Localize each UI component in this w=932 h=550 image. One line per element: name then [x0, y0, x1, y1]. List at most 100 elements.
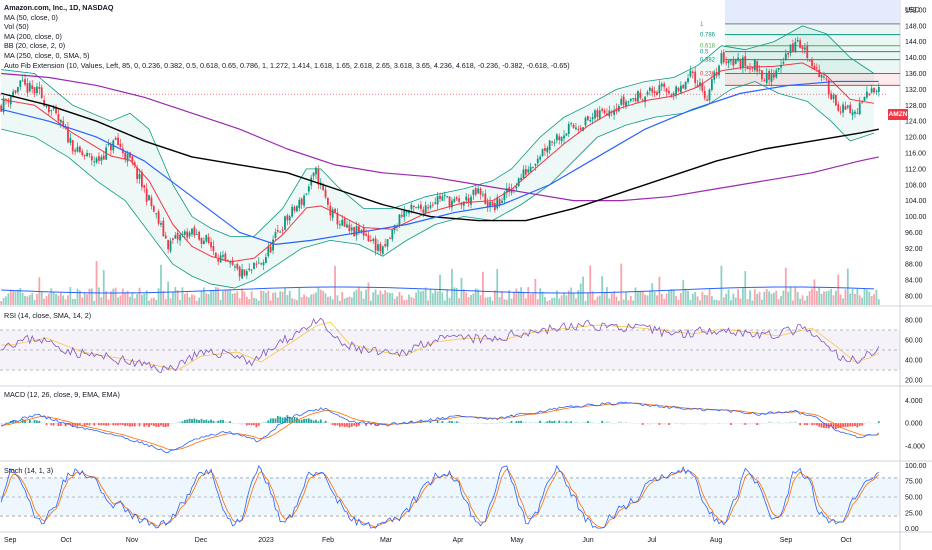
- volume-bar: [291, 298, 294, 305]
- candle-body: [467, 198, 470, 204]
- macd-histogram-bar: [298, 419, 301, 424]
- macd-histogram-bar: [603, 422, 606, 424]
- candle-body: [665, 88, 668, 92]
- candle-body: [155, 213, 158, 215]
- candle-body: [689, 70, 692, 77]
- macd-histogram-bar: [761, 422, 763, 424]
- candle-body: [839, 111, 842, 113]
- macd-histogram-bar: [741, 423, 744, 425]
- volume-bar: [214, 287, 217, 305]
- volume-bar: [160, 264, 162, 305]
- candle-body: [567, 123, 570, 135]
- macd-histogram-bar: [217, 420, 220, 424]
- candle-body: [186, 231, 189, 238]
- candle-body: [358, 226, 360, 233]
- macd-histogram-bar: [806, 423, 809, 426]
- volume-bar: [393, 298, 396, 305]
- volume-bar: [205, 292, 208, 305]
- volume-bar: [873, 294, 875, 305]
- macd-histogram-bar: [148, 423, 150, 428]
- macd-histogram-bar: [424, 422, 427, 424]
- rsi-axis-tick: 80.00: [905, 318, 923, 325]
- volume-bar: [784, 267, 787, 305]
- macd-histogram-bar: [400, 422, 403, 424]
- candle-body: [472, 189, 475, 195]
- volume-bar: [639, 291, 642, 305]
- macd-histogram-bar: [315, 419, 317, 424]
- volume-bar: [167, 281, 170, 305]
- macd-histogram-bar: [303, 418, 305, 424]
- bollinger-basis-line: [1, 62, 875, 263]
- macd-histogram-bar: [5, 421, 7, 424]
- macd-histogram-bar: [725, 423, 728, 424]
- macd-histogram-bar: [443, 422, 446, 424]
- bollinger-lower-line: [1, 81, 875, 289]
- volume-bar: [715, 299, 718, 305]
- macd-histogram-bar: [52, 423, 55, 426]
- candle-body: [265, 257, 267, 264]
- ma50-line: [1, 80, 879, 245]
- candle-body: [183, 231, 186, 235]
- macd-histogram-bar: [744, 423, 747, 425]
- macd-histogram-bar: [133, 423, 136, 427]
- volume-bar: [26, 296, 29, 305]
- volume-bar: [174, 287, 177, 305]
- candle-body: [758, 69, 761, 71]
- candle-body: [281, 229, 284, 231]
- candle-body: [195, 233, 198, 235]
- price-axis-tick: 132.00: [905, 87, 927, 94]
- candle-body: [31, 85, 34, 89]
- macd-histogram-bar: [329, 423, 332, 425]
- candle-body: [639, 92, 642, 98]
- macd-histogram-bar: [171, 423, 174, 424]
- volume-bar: [608, 298, 611, 305]
- macd-histogram-bar: [498, 422, 501, 424]
- candle-body: [257, 262, 260, 264]
- volume-bar: [563, 293, 565, 305]
- macd-histogram-bar: [572, 422, 575, 424]
- volume-bar: [169, 298, 172, 305]
- macd-histogram-bar: [689, 423, 692, 424]
- price-axis-tick: 80.00: [905, 294, 923, 301]
- price-axis-tick: 100.00: [905, 214, 927, 221]
- macd-histogram-bar: [532, 422, 534, 424]
- volume-bar: [575, 298, 577, 305]
- macd-histogram-bar: [660, 423, 663, 425]
- candle-body: [224, 253, 227, 261]
- candle-body: [598, 110, 601, 119]
- candle-body: [40, 87, 43, 98]
- macd-histogram-bar: [491, 423, 494, 425]
- macd-histogram-bar: [815, 423, 818, 426]
- candle-body: [338, 224, 341, 226]
- macd-histogram-bar: [823, 423, 825, 428]
- volume-bar: [498, 297, 501, 305]
- volume-bar: [434, 290, 437, 305]
- volume-bar: [136, 294, 139, 305]
- macd-histogram-bar: [358, 423, 360, 426]
- volume-bar: [45, 295, 48, 305]
- macd-histogram-bar: [33, 419, 36, 424]
- macd-histogram-bar: [164, 423, 167, 428]
- candle-body: [262, 262, 265, 266]
- macd-histogram-bar: [43, 422, 46, 424]
- rsi-axis-tick: 40.00: [905, 358, 923, 365]
- volume-bar: [257, 300, 260, 305]
- volume-bar: [386, 292, 389, 305]
- candle-body: [458, 198, 460, 202]
- candle-body: [725, 61, 728, 64]
- volume-bar: [21, 292, 24, 305]
- macd-histogram-bar: [434, 422, 437, 424]
- candle-body: [350, 227, 353, 231]
- volume-bar: [36, 293, 38, 305]
- macd-histogram-bar: [863, 423, 866, 425]
- candle-body: [210, 242, 212, 248]
- volume-bar: [539, 288, 542, 305]
- volume-bar: [98, 287, 100, 305]
- volume-bar: [400, 295, 403, 305]
- volume-bar: [298, 287, 301, 305]
- volume-bar: [143, 293, 146, 305]
- volume-bar: [622, 299, 625, 305]
- volume-bar: [367, 282, 370, 305]
- time-axis-tick: Apr: [453, 537, 465, 544]
